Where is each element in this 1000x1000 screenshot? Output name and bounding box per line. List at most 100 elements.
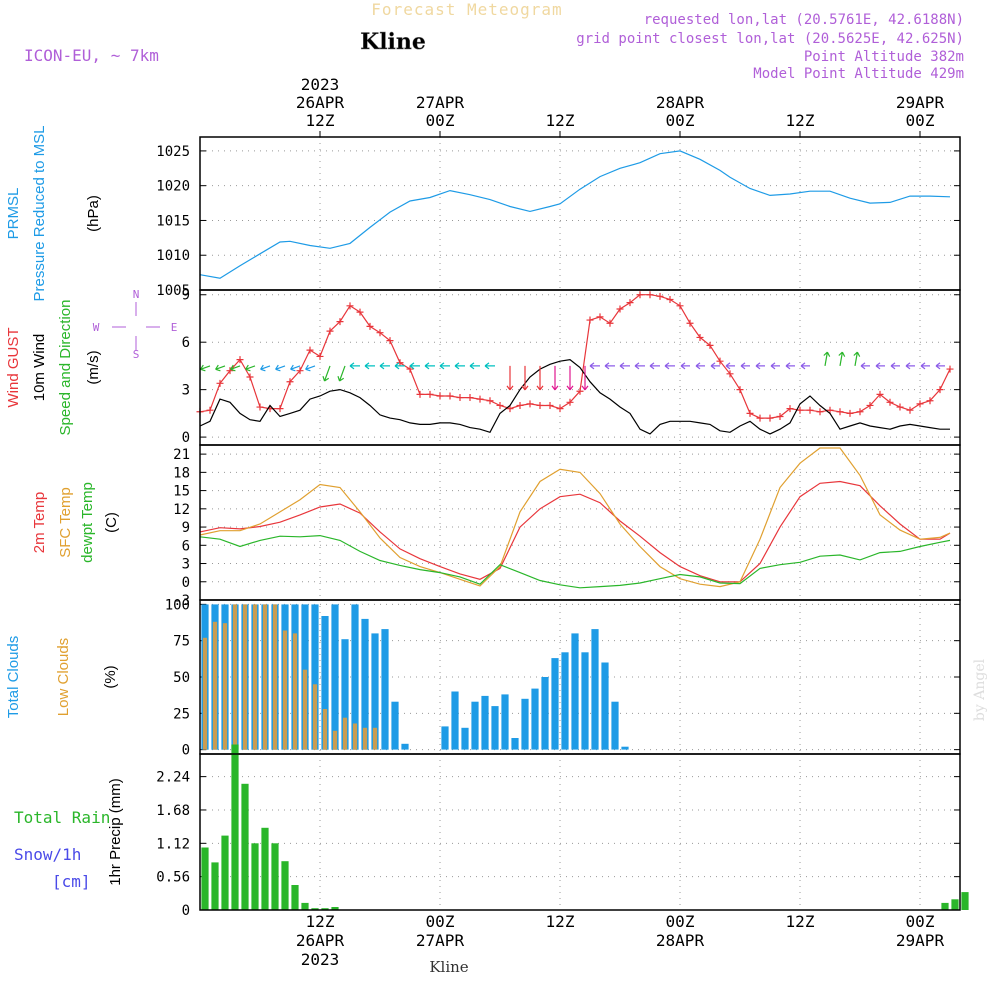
gust-point — [716, 357, 724, 365]
gust-point — [746, 409, 754, 417]
gust-point — [366, 322, 374, 330]
gust-point — [696, 333, 704, 341]
bar — [571, 633, 579, 750]
gust-point — [816, 408, 824, 416]
bar — [262, 604, 268, 750]
bar — [251, 843, 259, 910]
wind-arrow — [664, 362, 675, 370]
gust-point — [256, 403, 264, 411]
y-tick-label: 2.24 — [156, 770, 190, 786]
wind-arrow — [536, 365, 544, 391]
compass-s: S — [133, 348, 140, 361]
gust-point — [546, 401, 554, 409]
panel-precip: 0 0.56 1.12 1.68 2.24 1hr Precip (mm)Total Ra… — [14, 744, 969, 919]
x-tick-label-top: 00Z — [426, 111, 455, 130]
model-label: ICON-EU, ~ 7km — [24, 46, 159, 65]
bar — [501, 694, 509, 750]
y-tick-label: 0 — [182, 575, 190, 591]
requested-coords: requested lon,lat (20.5761E, 42.6188N) — [644, 12, 964, 28]
y-tick-label: 0 — [182, 903, 190, 919]
axis-label: (m/s) — [85, 350, 102, 384]
gust-point — [456, 394, 464, 402]
gust-point — [216, 379, 224, 387]
wind-arrow — [322, 365, 331, 382]
bar — [551, 658, 559, 750]
gust-point — [276, 405, 284, 413]
x-tick-label-bottom: 28APR — [656, 931, 705, 950]
y-tick-label: 50 — [173, 670, 190, 686]
wind-arrow — [230, 364, 241, 372]
wind-arrow — [275, 364, 286, 372]
bar — [941, 902, 949, 910]
axis-label: Low Clouds — [55, 638, 72, 716]
side-label: Snow/1h — [14, 845, 81, 864]
y-tick-label: 1010 — [156, 248, 190, 264]
gust-point — [886, 398, 894, 406]
bar — [302, 669, 308, 750]
wind-arrow — [290, 364, 301, 372]
gust-point — [776, 413, 784, 421]
gust-point — [556, 405, 564, 413]
wind-arrow — [581, 365, 589, 391]
wind-arrow — [409, 362, 420, 370]
bar — [311, 908, 319, 910]
header-group: Forecast Meteogram Kline ICON-EU, ~ 7km … — [24, 0, 988, 976]
gust-point — [486, 397, 494, 405]
wind-arrow — [349, 362, 360, 370]
x-tick-label-bottom: 00Z — [906, 912, 935, 931]
gust-point — [526, 400, 534, 408]
bar — [561, 652, 569, 750]
bar — [601, 662, 609, 750]
grid-wind — [200, 290, 960, 445]
y-tick-label: 1.68 — [156, 803, 190, 819]
x-tick-label-bottom: 29APR — [896, 931, 945, 950]
chart-title: Forecast Meteogram — [371, 0, 562, 19]
bar — [591, 629, 599, 750]
gust-point — [906, 406, 914, 414]
gust-point — [936, 386, 944, 394]
y-tick-label: 12 — [173, 502, 190, 518]
x-tick-label-top: 28APR — [656, 93, 705, 112]
gust-point — [446, 392, 454, 400]
panel-temperature: -3 0 3 6 9 12 15 18 21 2m Temp SFC Temp dewpt Temp (… — [31, 444, 961, 609]
bar — [342, 717, 348, 750]
x-tick-label-bottom: 00Z — [426, 912, 455, 931]
y-tick-label: -3 — [173, 593, 190, 609]
bar — [312, 684, 318, 750]
axis-label: (%) — [102, 665, 119, 688]
axis-label: dewpt Temp — [79, 482, 96, 563]
wind-arrow — [838, 351, 846, 367]
y-tick-label: 1025 — [156, 144, 190, 160]
x-tick-label-top: 00Z — [666, 111, 695, 130]
bar — [511, 738, 519, 750]
bar — [232, 604, 238, 750]
bar — [321, 616, 329, 750]
bar — [401, 743, 409, 750]
bar — [221, 835, 229, 910]
y-tick-label: 3 — [182, 383, 190, 399]
gust-point — [306, 346, 314, 354]
panel-clouds: 0 25 50 75 100 Total Clouds Low Clouds (%) — [5, 597, 961, 759]
bar — [961, 892, 969, 910]
y-tick-label: 1020 — [156, 179, 190, 195]
gust-point — [626, 299, 634, 307]
y-tick-label: 1015 — [156, 213, 190, 229]
gust-point — [786, 405, 794, 413]
wind-arrow — [905, 362, 915, 370]
grid-pressure — [200, 137, 960, 290]
y-tick-label: 21 — [173, 447, 190, 463]
axis-label: Wind GUST — [5, 327, 22, 407]
gust-point — [686, 319, 694, 327]
x-tick-label-bottom: 00Z — [666, 912, 695, 931]
axis-label: SFC Temp — [57, 487, 74, 558]
compass-n: N — [133, 288, 140, 301]
plot-area: 1005 1010 1015 1020 1025 PRMSL Pressure Reduce… — [5, 75, 969, 969]
y-tick-label: 15 — [173, 484, 190, 500]
panel-frame — [199, 444, 961, 601]
bar — [282, 630, 288, 750]
bar — [341, 639, 349, 750]
wind-arrow — [454, 362, 465, 370]
bar — [531, 688, 539, 750]
gust-point — [356, 308, 364, 316]
bar — [621, 746, 629, 750]
